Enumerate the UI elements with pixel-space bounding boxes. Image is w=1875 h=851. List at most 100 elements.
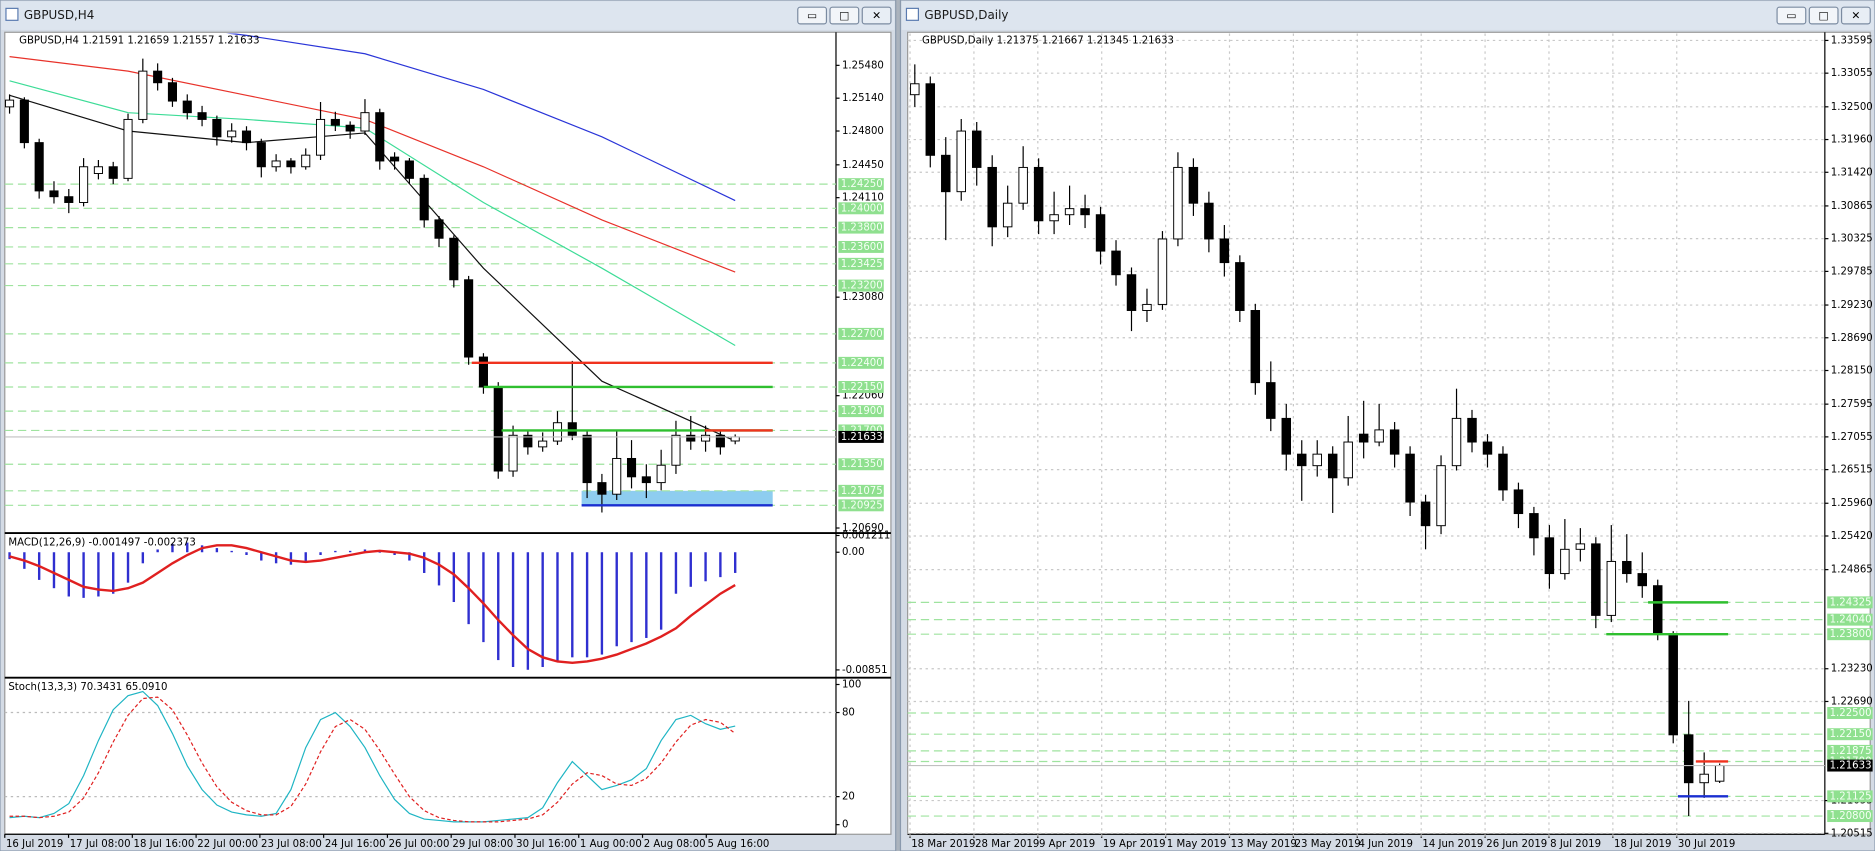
level-label-box (838, 279, 884, 292)
candle-body (108, 166, 118, 179)
candle-body (1126, 274, 1137, 311)
candle-body (1343, 441, 1353, 479)
candle-body (19, 99, 29, 144)
level-label-box (838, 327, 884, 340)
macd-bar (67, 552, 70, 597)
chart-window: GBPUSD,H4 ▭ □ ✕ 16 Jul 2019 17 Jul 08:00 18 Ju… (0, 0, 897, 851)
level-label: 1.23425 (841, 259, 883, 270)
price-tick-label: 1.25960 (1831, 498, 1873, 509)
candle-body (1622, 560, 1632, 575)
price-tick-label: 1.25480 (842, 60, 884, 71)
current-price-box (1827, 759, 1873, 772)
macd-bar (452, 552, 456, 603)
candle-body (1080, 208, 1090, 216)
candle-body (138, 70, 148, 120)
candle-body (1699, 773, 1709, 784)
macd-bar (171, 543, 174, 553)
candle-body (1668, 633, 1678, 736)
candle-body (167, 82, 178, 102)
indicator-tick-label: 80 (842, 708, 855, 719)
macd-bar (363, 549, 367, 553)
candle-body (464, 279, 474, 358)
candle-body (925, 83, 936, 156)
candle-body (1033, 166, 1044, 222)
maximize-button[interactable] (829, 6, 860, 25)
minimize-icon: ▭ (1786, 9, 1796, 22)
level-label: 1.22500 (1830, 708, 1872, 719)
candle-body (1281, 417, 1292, 455)
macd-bar (8, 552, 11, 560)
candle-body (1064, 208, 1075, 216)
candle-body (1250, 310, 1261, 384)
minimize-button[interactable] (797, 6, 828, 25)
candle-body (79, 166, 89, 203)
level-label: 1.23800 (841, 223, 883, 234)
macd-bar (274, 552, 278, 564)
candle-body (1018, 166, 1028, 204)
price-tick-label: 1.24800 (842, 126, 884, 137)
close-button[interactable] (1840, 6, 1871, 25)
price-tick-label: 1.22060 (842, 391, 884, 402)
candle-body (286, 160, 296, 168)
candle-body (523, 434, 533, 448)
maximize-button[interactable] (1808, 6, 1839, 25)
price-tick-label: 1.27055 (1831, 432, 1873, 443)
level-label-box (838, 202, 884, 215)
candle-body (538, 440, 548, 448)
price-tick-label: 1.29785 (1831, 266, 1873, 277)
macd-bar (615, 552, 618, 647)
candle-body (64, 196, 74, 203)
level-label: 1.20925 (841, 500, 883, 511)
candle-body (390, 156, 400, 162)
date-label: 28 Mar 2019 (975, 839, 1039, 850)
macd-bar (689, 552, 692, 587)
candle-body (1591, 543, 1601, 616)
candle-body (419, 177, 429, 221)
date-label: 30 Jul 16:00 (516, 839, 577, 850)
candle-body (671, 434, 681, 466)
date-label: 23 Jul 08:00 (261, 839, 322, 850)
level-label-box (838, 381, 884, 393)
price-tick-label: 1.28150 (1831, 366, 1873, 377)
macd-bar (319, 552, 322, 556)
price-tick-label: 1.24865 (1831, 565, 1873, 576)
candle-body (1235, 262, 1245, 311)
stoch-signal (9, 696, 736, 823)
candle-body (1529, 513, 1539, 539)
candle-body (641, 476, 651, 484)
macd-bar (230, 550, 233, 553)
level-label: 1.24000 (841, 203, 883, 214)
price-tick-label: 1.24110 (842, 193, 884, 204)
macd-bar (674, 552, 678, 594)
level-label: 1.24040 (1830, 615, 1872, 626)
stoch-label: Stoch(13,3,3) 70.3431 65.0910 (8, 682, 167, 693)
candle-body (910, 83, 920, 96)
date-label: 26 Jul 00:00 (389, 839, 450, 850)
candle-body (1467, 417, 1477, 443)
candle-body (315, 118, 326, 156)
candle-body (1358, 433, 1369, 443)
macd-bar (215, 548, 219, 553)
candle-body (1219, 238, 1230, 264)
macd-bar (437, 552, 441, 586)
close-button[interactable] (861, 6, 892, 25)
candle-body (1405, 453, 1415, 503)
price-tick-label: 1.30865 (1831, 201, 1873, 212)
minimize-button[interactable] (1776, 6, 1807, 25)
candle-body (345, 124, 355, 132)
macd-bar (497, 552, 500, 661)
level-label-box (838, 458, 884, 471)
level-label: 1.23800 (1830, 629, 1872, 640)
candle-body (227, 130, 237, 138)
candle-body (271, 160, 281, 168)
macd-bar (659, 552, 663, 630)
macd-bar (482, 552, 485, 643)
candle-body (34, 142, 44, 192)
candle-body (567, 422, 577, 436)
moving-average (225, 33, 736, 202)
candle-body (1513, 489, 1524, 515)
candle-body (1560, 548, 1570, 575)
level-label-box (1827, 790, 1873, 803)
date-label: 23 May 2019 (1295, 839, 1361, 850)
